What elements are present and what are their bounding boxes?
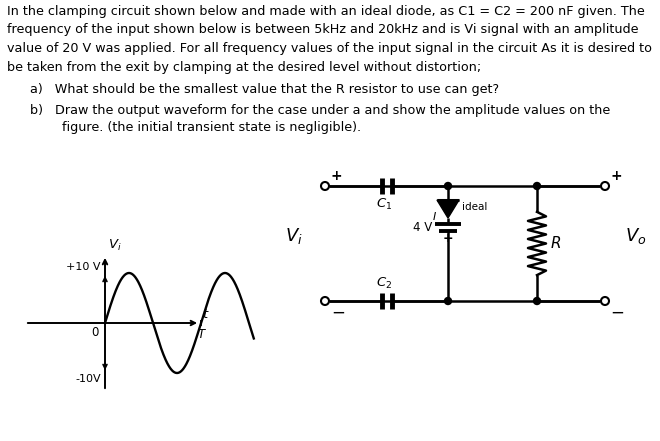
Text: $t$: $t$ [202, 308, 210, 321]
Text: 4 V: 4 V [412, 221, 432, 234]
Text: $V_o$: $V_o$ [625, 225, 646, 246]
Circle shape [601, 297, 609, 305]
Text: figure. (the initial transient state is negligible).: figure. (the initial transient state is … [30, 121, 361, 134]
Text: a)   What should be the smallest value that the R resistor to use can get?: a) What should be the smallest value tha… [30, 83, 499, 96]
Text: +: + [610, 169, 622, 183]
Text: −: − [610, 304, 624, 322]
Text: b)   Draw the output waveform for the case under a and show the amplitude values: b) Draw the output waveform for the case… [30, 104, 610, 117]
Text: ideal: ideal [462, 202, 487, 212]
Circle shape [444, 298, 451, 304]
Text: $C_2$: $C_2$ [376, 276, 393, 291]
Text: $V_i$: $V_i$ [285, 225, 303, 246]
Text: +10 V: +10 V [67, 262, 101, 272]
Text: I: I [433, 212, 436, 222]
Text: R: R [551, 236, 562, 251]
Circle shape [321, 182, 329, 190]
Circle shape [533, 298, 541, 304]
Text: −: − [331, 304, 345, 322]
Text: +: + [443, 232, 453, 245]
Polygon shape [437, 200, 459, 218]
Circle shape [444, 183, 451, 190]
Circle shape [321, 297, 329, 305]
Text: In the clamping circuit shown below and made with an ideal diode, as C1 = C2 = 2: In the clamping circuit shown below and … [7, 5, 652, 74]
Text: -10V: -10V [75, 374, 101, 384]
Circle shape [601, 182, 609, 190]
Text: 0: 0 [92, 326, 99, 339]
Text: $C_1$: $C_1$ [376, 197, 393, 212]
Circle shape [533, 183, 541, 190]
Text: $V_i$: $V_i$ [108, 238, 121, 253]
Text: +: + [331, 169, 343, 183]
Text: T: T [197, 328, 205, 341]
